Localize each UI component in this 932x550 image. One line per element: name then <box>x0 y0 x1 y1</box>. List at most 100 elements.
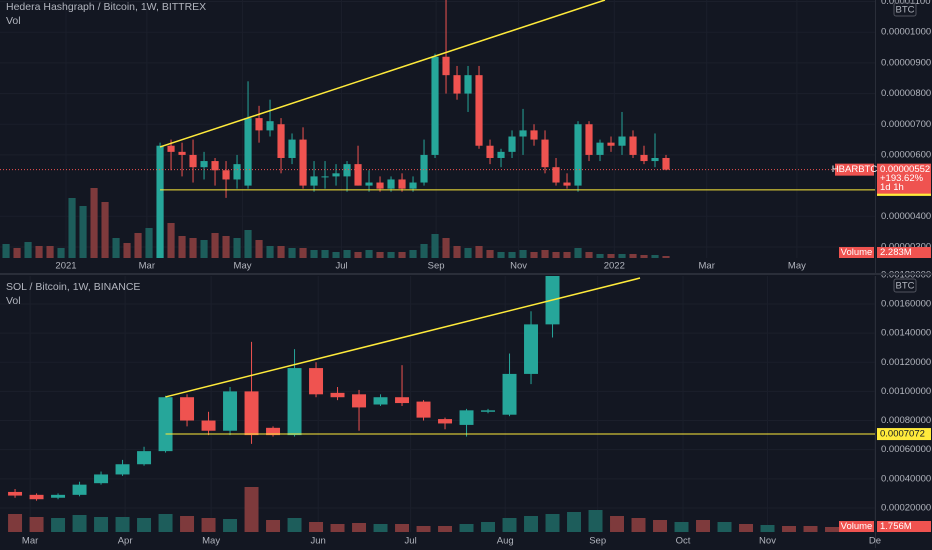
candle-body <box>497 151 505 158</box>
candle-body <box>266 427 281 436</box>
candle-body <box>137 451 152 465</box>
volume-bar <box>438 526 453 532</box>
y-tick-label: 0.00000900 <box>881 57 931 68</box>
volume-bar <box>68 198 76 258</box>
candle-body <box>420 154 428 183</box>
volume-bar <box>309 522 324 532</box>
volume-bar <box>431 234 439 258</box>
y-tick-label: 0.00000300 <box>881 241 931 252</box>
volume-bar <box>442 238 450 258</box>
candle-body <box>481 410 496 412</box>
candle-body <box>255 118 263 131</box>
volume-tag <box>839 521 874 532</box>
volume-bar <box>332 252 340 258</box>
volume-bar <box>134 233 142 258</box>
volume-bar <box>94 517 109 532</box>
volume-bar <box>288 248 296 258</box>
candle-body <box>552 167 560 183</box>
x-tick-label: May <box>202 536 220 547</box>
volume-bar <box>79 206 87 258</box>
volume-bar <box>629 254 637 258</box>
pane <box>0 0 875 258</box>
candle-body <box>519 130 527 137</box>
volume-bar <box>178 236 186 258</box>
volume-bar <box>321 250 329 258</box>
volume-bar <box>51 518 66 532</box>
volume-bar <box>189 238 197 258</box>
candle-body <box>8 491 23 496</box>
candle-body <box>167 145 175 152</box>
candle-body <box>180 397 195 421</box>
volume-bar <box>519 250 527 258</box>
candle-body <box>574 124 582 186</box>
y-tick-label: 0.00080000 <box>881 415 931 426</box>
volume-bar <box>803 526 818 532</box>
volume-bar <box>662 255 670 258</box>
chart-subtitle: Vol <box>6 15 21 27</box>
volume-bar <box>115 517 130 532</box>
volume-bar <box>24 242 32 258</box>
volume-value-label: 1.756M <box>880 521 912 532</box>
x-tick-label: De <box>869 536 881 547</box>
volume-tag <box>839 247 874 258</box>
volume-bar <box>640 255 648 258</box>
candle-body <box>442 56 450 76</box>
candle-body <box>486 145 494 158</box>
candle-body <box>244 118 252 186</box>
candle-body <box>330 392 345 398</box>
volume-bar <box>651 255 659 258</box>
volume-tag-label: Volume <box>841 521 873 532</box>
x-tick-label: Aug <box>497 536 514 547</box>
volume-bar <box>567 512 582 532</box>
change-label: +193.62% <box>880 173 924 184</box>
candle-body <box>563 182 571 186</box>
candle-body <box>365 182 373 186</box>
candle-body <box>629 136 637 155</box>
y-tick-label: 0.00020000 <box>881 502 931 513</box>
candle-body <box>287 368 302 436</box>
volume-bar <box>420 244 428 258</box>
x-tick-label: Mar <box>139 261 155 272</box>
candle-body <box>398 179 406 189</box>
volume-bar <box>395 524 410 532</box>
pane <box>0 276 875 532</box>
candle-body <box>662 157 670 170</box>
volume-bar <box>607 254 615 258</box>
y-tick-label: 0.00000800 <box>881 88 931 99</box>
x-tick-label: May <box>788 261 806 272</box>
volume-bar <box>674 522 689 532</box>
volume-bar <box>137 518 152 532</box>
x-tick-label: Sep <box>589 536 606 547</box>
candle-body <box>266 121 274 131</box>
unit-box <box>893 2 917 17</box>
volume-bar <box>29 517 44 532</box>
candle-body <box>309 368 324 395</box>
volume-bar <box>481 522 496 532</box>
volume-bar <box>365 250 373 258</box>
volume-bar <box>57 248 65 258</box>
unit-label: BTC <box>896 281 915 292</box>
volume-bar <box>277 246 285 258</box>
candle-body <box>618 136 626 146</box>
candle-body <box>416 401 431 418</box>
volume-bar <box>343 250 351 258</box>
volume-bar <box>299 248 307 258</box>
volume-bar <box>310 250 318 258</box>
candle-body <box>502 373 517 415</box>
volume-bar <box>416 526 431 532</box>
x-tick-label: Nov <box>759 536 776 547</box>
volume-bar <box>739 524 753 532</box>
x-tick-label: 2021 <box>55 261 76 272</box>
candle-body <box>72 484 87 495</box>
volume-bar <box>72 515 87 532</box>
candle-body <box>530 130 538 140</box>
volume-bar <box>574 248 582 258</box>
chart-title: Hedera Hashgraph / Bitcoin, 1W, BITTREX <box>6 1 206 13</box>
candle-body <box>51 494 66 498</box>
volume-bar <box>180 516 195 532</box>
volume-bar <box>530 252 538 258</box>
candle-body <box>158 397 173 452</box>
volume-bar <box>233 238 241 258</box>
x-tick-label: Oct <box>676 536 691 547</box>
